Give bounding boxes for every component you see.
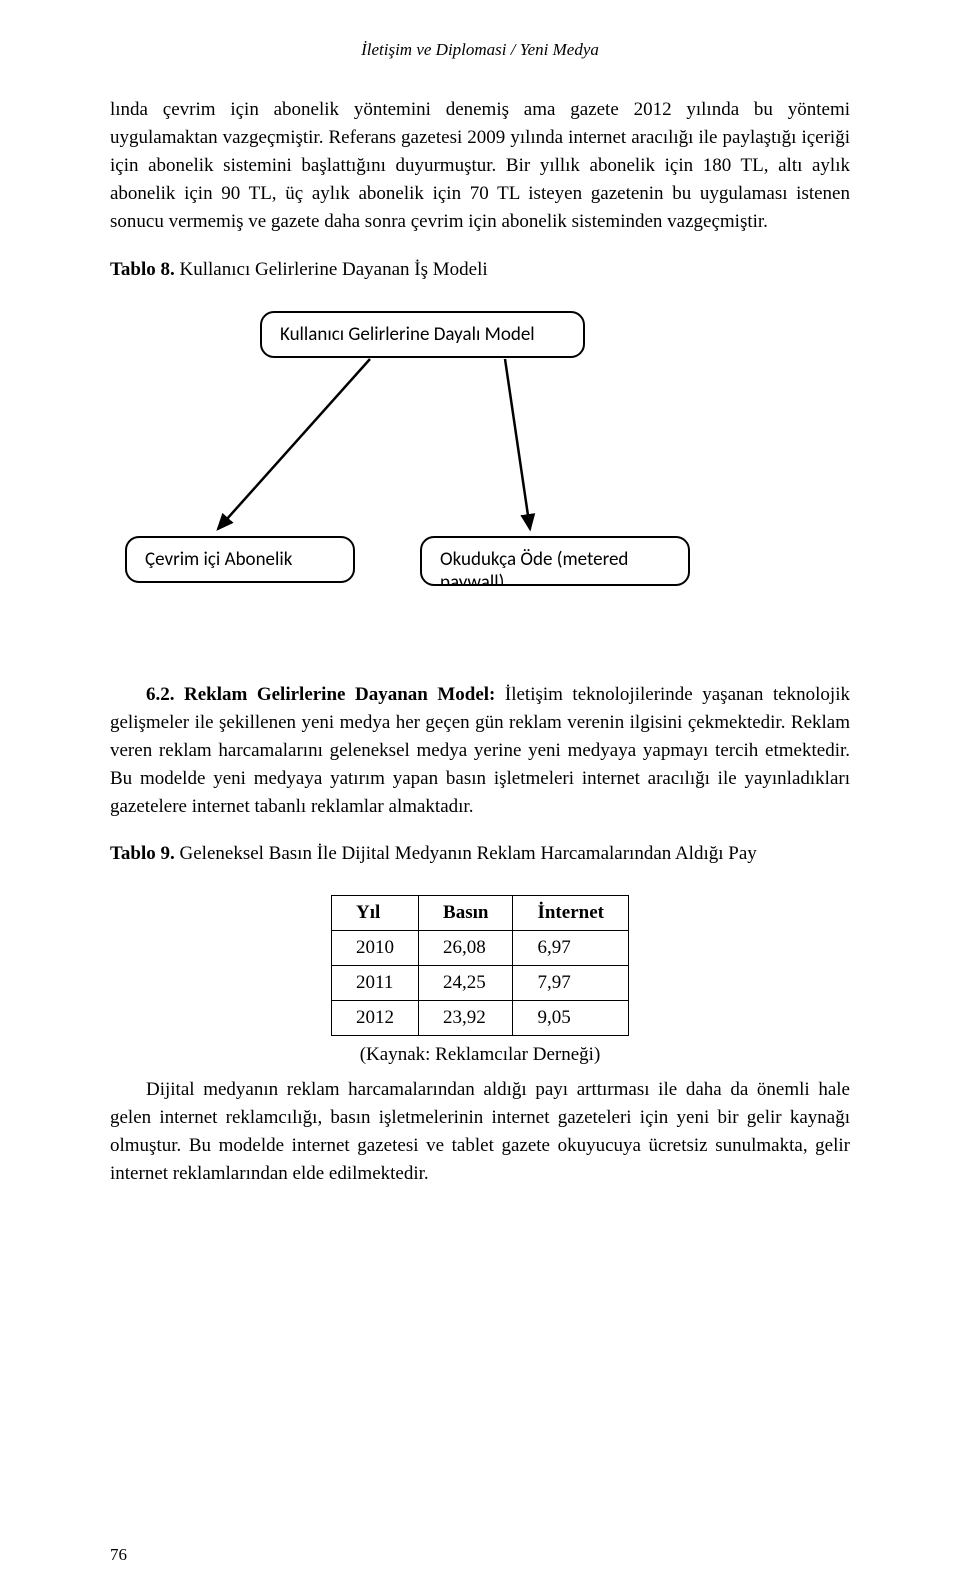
diagram-node-root: Kullanıcı Gelirlerine Dayalı Model <box>260 311 585 359</box>
table-cell: 24,25 <box>419 966 513 1001</box>
diagram-node-left: Çevrim içi Abonelik <box>125 536 355 584</box>
table-cell: 2010 <box>332 931 419 966</box>
table-cell: 6,97 <box>513 931 628 966</box>
tablo9-label: Tablo 9. <box>110 843 175 864</box>
tablo9-table: Yıl Basın İnternet 201026,086,97201124,2… <box>331 895 629 1036</box>
paragraph-1: lında çevrim için abonelik yöntemini den… <box>110 96 850 237</box>
tablo8-heading: Tablo 8. Kullanıcı Gelirlerine Dayanan İ… <box>110 259 850 281</box>
table-cell: 2012 <box>332 1001 419 1036</box>
table-cell: 23,92 <box>419 1001 513 1036</box>
th-basin: Basın <box>419 896 513 931</box>
tablo9-title-text: Geleneksel Basın İle Dijital Medyanın Re… <box>180 843 757 864</box>
page-number: 76 <box>110 1545 127 1565</box>
page-container: İletişim ve Diplomasi / Yeni Medya lında… <box>0 0 960 1595</box>
para2-label: 6.2. Reklam Gelirlerine Dayanan Model: <box>146 684 495 705</box>
tablo9-heading: Tablo 9. Geleneksel Basın İle Dijital Me… <box>110 843 850 865</box>
table-cell: 9,05 <box>513 1001 628 1036</box>
running-head: İletişim ve Diplomasi / Yeni Medya <box>110 40 850 60</box>
table-cell: 2011 <box>332 966 419 1001</box>
table-row: 201124,257,97 <box>332 966 629 1001</box>
th-yil: Yıl <box>332 896 419 931</box>
table-cell: 26,08 <box>419 931 513 966</box>
th-internet: İnternet <box>513 896 628 931</box>
tablo9-source: (Kaynak: Reklamcılar Derneği) <box>110 1044 850 1066</box>
diagram-container: Kullanıcı Gelirlerine Dayalı Model Çevri… <box>110 311 850 641</box>
diagram-arrows <box>110 311 850 641</box>
table-cell: 7,97 <box>513 966 628 1001</box>
paragraph-2: 6.2. Reklam Gelirlerine Dayanan Model: İ… <box>110 681 850 822</box>
table-header-row: Yıl Basın İnternet <box>332 896 629 931</box>
paragraph-3: Dijital medyanın reklam harcamalarından … <box>110 1076 850 1188</box>
table-row: 201223,929,05 <box>332 1001 629 1036</box>
tablo8-title-text: Kullanıcı Gelirlerine Dayanan İş Modeli <box>180 259 488 280</box>
tablo8-label: Tablo 8. <box>110 259 175 280</box>
table-row: 201026,086,97 <box>332 931 629 966</box>
diagram-node-right: Okudukça Öde (metered paywall) <box>420 536 690 586</box>
